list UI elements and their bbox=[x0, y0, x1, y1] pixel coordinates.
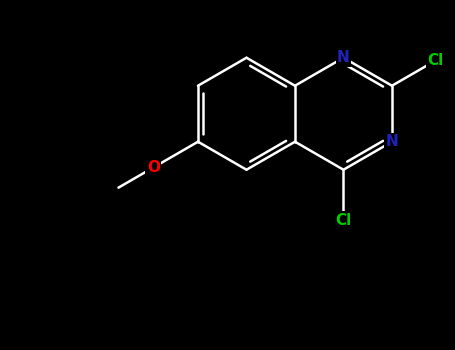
Text: N: N bbox=[337, 50, 350, 65]
Text: Cl: Cl bbox=[428, 53, 444, 68]
Text: Cl: Cl bbox=[335, 212, 352, 228]
Text: O: O bbox=[147, 160, 160, 175]
Text: N: N bbox=[385, 134, 398, 149]
